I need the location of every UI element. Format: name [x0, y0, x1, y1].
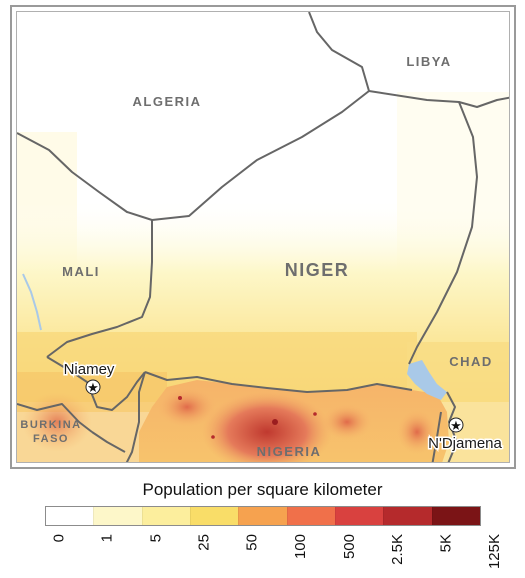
label-algeria: ALGERIA [133, 94, 202, 109]
lake-chad [407, 360, 447, 400]
legend-tick-label: 25 [195, 534, 213, 551]
population-density-map: ALGERIA LIBYA NIGER MALI CHAD BURKINA FA… [17, 12, 509, 462]
label-burkina-line2: FASO [33, 433, 69, 445]
legend-title: Population per square kilometer [142, 480, 383, 499]
label-mali: MALI [62, 264, 100, 279]
capital-ndjamena[interactable]: ★ N'Djamena [427, 417, 504, 454]
legend-tick-label: 50 [243, 534, 261, 551]
legend-tick-label: 5 [146, 534, 164, 543]
legend-tick-label: 5K [437, 534, 455, 553]
legend-swatch [93, 507, 142, 525]
legend-swatch [334, 507, 384, 525]
legend-swatch [431, 507, 480, 525]
legend-tick-label: 1 [98, 534, 116, 543]
legend-tick-label: 125K [486, 534, 503, 570]
legend-color-bar [45, 506, 481, 526]
legend-swatch [141, 507, 190, 525]
country-borders [17, 12, 509, 462]
legend-swatch [286, 507, 335, 525]
legend-swatch [383, 507, 432, 525]
label-niger: NIGER [285, 260, 350, 280]
label-ndjamena: N'Djamena [428, 435, 502, 452]
niger-river [22, 273, 42, 331]
map-area[interactable]: ALGERIA LIBYA NIGER MALI CHAD BURKINA FA… [16, 11, 510, 463]
map-frame: ALGERIA LIBYA NIGER MALI CHAD BURKINA FA… [10, 5, 516, 469]
star-icon: ★ [450, 418, 462, 433]
legend-swatch [46, 507, 94, 525]
star-icon: ★ [87, 380, 99, 395]
legend-swatch [189, 507, 239, 525]
label-niamey: Niamey [64, 361, 115, 378]
capital-niamey[interactable]: ★ Niamey [62, 360, 116, 396]
legend-tick-label: 500 [340, 534, 358, 560]
label-burkina-line1: BURKINA [20, 419, 81, 431]
label-nigeria: NIGERIA [257, 444, 322, 459]
legend-tick-label: 100 [292, 534, 310, 560]
legend-tick-label: 0 [50, 534, 67, 543]
label-chad: CHAD [449, 354, 493, 369]
label-libya: LIBYA [406, 54, 451, 69]
legend-tick-label: 2.5K [389, 534, 407, 565]
legend-swatch [238, 507, 287, 525]
